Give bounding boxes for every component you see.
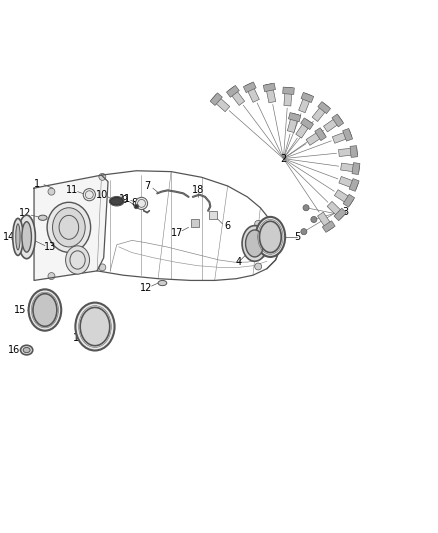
Polygon shape bbox=[327, 201, 345, 219]
Ellipse shape bbox=[23, 348, 30, 353]
Text: 11: 11 bbox=[119, 193, 131, 204]
Ellipse shape bbox=[242, 225, 267, 261]
Polygon shape bbox=[339, 148, 357, 157]
Circle shape bbox=[99, 173, 106, 180]
Ellipse shape bbox=[28, 289, 61, 330]
Polygon shape bbox=[339, 176, 358, 189]
Circle shape bbox=[48, 188, 55, 195]
Ellipse shape bbox=[246, 230, 264, 257]
Polygon shape bbox=[318, 212, 333, 231]
Polygon shape bbox=[332, 114, 344, 127]
Text: 18: 18 bbox=[192, 185, 204, 195]
Text: 12: 12 bbox=[140, 283, 152, 293]
Text: 11: 11 bbox=[66, 185, 78, 195]
Polygon shape bbox=[343, 128, 353, 141]
Ellipse shape bbox=[75, 303, 115, 351]
Polygon shape bbox=[306, 130, 325, 146]
Polygon shape bbox=[265, 84, 276, 103]
Text: 4: 4 bbox=[236, 257, 242, 267]
Ellipse shape bbox=[18, 215, 35, 259]
Circle shape bbox=[48, 272, 55, 279]
Polygon shape bbox=[283, 87, 294, 94]
Ellipse shape bbox=[47, 203, 91, 252]
Ellipse shape bbox=[13, 219, 23, 255]
Polygon shape bbox=[284, 87, 292, 106]
Text: 14: 14 bbox=[3, 232, 15, 242]
Polygon shape bbox=[288, 112, 301, 122]
Text: 16: 16 bbox=[7, 345, 20, 355]
Circle shape bbox=[254, 263, 261, 270]
Polygon shape bbox=[322, 221, 335, 232]
Text: 12: 12 bbox=[19, 208, 32, 219]
Polygon shape bbox=[349, 179, 359, 191]
Circle shape bbox=[134, 204, 138, 208]
Text: 17: 17 bbox=[171, 228, 183, 238]
Text: 1: 1 bbox=[34, 179, 40, 189]
Circle shape bbox=[303, 205, 309, 211]
Circle shape bbox=[254, 220, 261, 228]
Polygon shape bbox=[287, 113, 299, 133]
Text: 5: 5 bbox=[294, 232, 300, 242]
Ellipse shape bbox=[16, 224, 20, 250]
Polygon shape bbox=[352, 163, 360, 174]
Text: 2: 2 bbox=[280, 154, 286, 164]
Text: 10: 10 bbox=[96, 190, 109, 200]
Polygon shape bbox=[245, 83, 259, 102]
Polygon shape bbox=[34, 175, 108, 280]
Polygon shape bbox=[332, 131, 352, 143]
Text: 3: 3 bbox=[342, 207, 348, 217]
Polygon shape bbox=[300, 118, 314, 130]
Bar bbox=[209, 211, 217, 219]
Ellipse shape bbox=[53, 208, 85, 247]
Polygon shape bbox=[318, 102, 331, 114]
Polygon shape bbox=[212, 94, 230, 112]
Circle shape bbox=[135, 197, 148, 209]
Ellipse shape bbox=[21, 345, 33, 355]
Polygon shape bbox=[228, 87, 245, 106]
Polygon shape bbox=[312, 103, 329, 122]
Circle shape bbox=[83, 189, 95, 201]
Polygon shape bbox=[334, 208, 346, 221]
Polygon shape bbox=[244, 82, 256, 93]
Polygon shape bbox=[301, 92, 314, 102]
Text: 15: 15 bbox=[14, 305, 27, 315]
Text: 9: 9 bbox=[121, 196, 127, 205]
Polygon shape bbox=[350, 146, 358, 157]
Bar bbox=[191, 220, 199, 228]
Ellipse shape bbox=[80, 308, 110, 346]
Text: 8: 8 bbox=[131, 198, 138, 208]
Polygon shape bbox=[334, 190, 353, 205]
Ellipse shape bbox=[66, 246, 89, 274]
Text: 19: 19 bbox=[73, 333, 85, 343]
Polygon shape bbox=[343, 194, 355, 207]
Text: 7: 7 bbox=[145, 181, 151, 191]
Ellipse shape bbox=[39, 215, 47, 220]
Circle shape bbox=[301, 229, 307, 235]
Ellipse shape bbox=[158, 280, 167, 286]
Polygon shape bbox=[315, 128, 326, 141]
Circle shape bbox=[99, 264, 106, 271]
Polygon shape bbox=[263, 83, 276, 92]
Text: 13: 13 bbox=[44, 242, 56, 252]
Ellipse shape bbox=[22, 222, 32, 252]
Text: 6: 6 bbox=[225, 221, 231, 231]
Polygon shape bbox=[210, 93, 223, 106]
Ellipse shape bbox=[33, 294, 57, 326]
Ellipse shape bbox=[110, 197, 123, 205]
Polygon shape bbox=[226, 85, 239, 98]
Polygon shape bbox=[324, 116, 343, 132]
Circle shape bbox=[311, 216, 317, 223]
Polygon shape bbox=[299, 93, 312, 112]
Ellipse shape bbox=[255, 217, 285, 257]
Ellipse shape bbox=[259, 221, 281, 253]
Polygon shape bbox=[296, 119, 312, 138]
Polygon shape bbox=[341, 163, 360, 173]
